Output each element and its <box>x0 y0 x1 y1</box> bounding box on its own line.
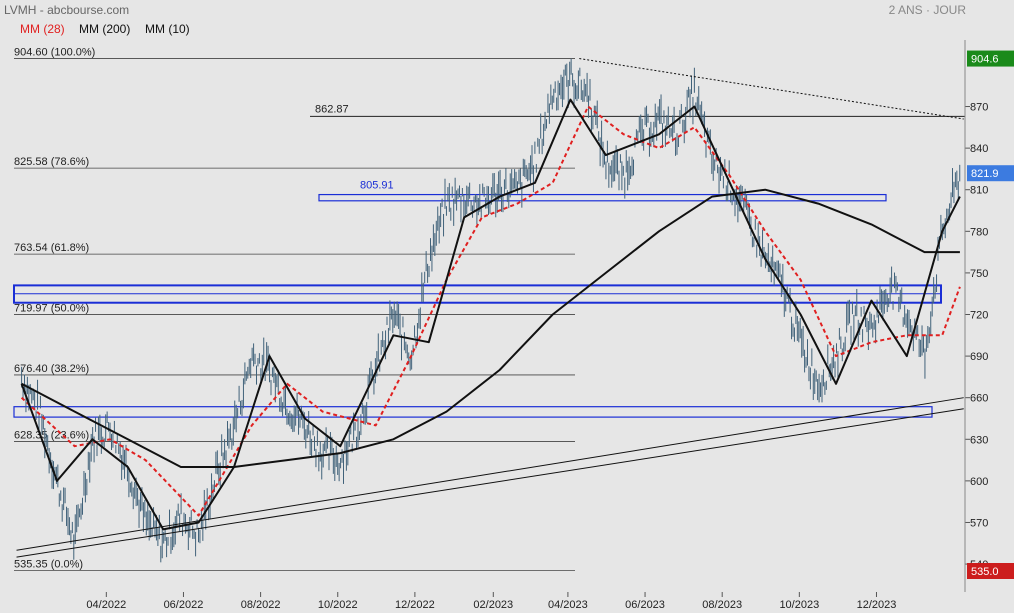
legend-mm28[interactable]: MM (28) <box>20 22 65 36</box>
period-label: 2 ANS · JOUR <box>888 3 966 17</box>
trendline <box>579 58 964 120</box>
price-badge-label: 821.9 <box>971 168 999 180</box>
x-tick-label: 12/2022 <box>395 599 435 611</box>
ma-line <box>20 98 961 531</box>
zone-rect <box>318 193 887 202</box>
x-tick-label: 10/2022 <box>318 599 358 611</box>
moving-averages <box>20 98 961 531</box>
ma-line <box>20 105 961 517</box>
chart-title: LVMH - abcbourse.com <box>4 3 130 17</box>
x-tick-label: 06/2022 <box>164 599 204 611</box>
y-tick-label: 630 <box>970 434 988 446</box>
fib-label: 535.35 (0.0%) <box>14 559 83 571</box>
ohlc-bars <box>21 58 961 563</box>
axes: 54057060063066069072075078081084087004/2… <box>86 40 1014 611</box>
fib-label: 825.58 (78.6%) <box>14 156 89 168</box>
y-tick-label: 810 <box>970 185 988 197</box>
y-tick-label: 840 <box>970 143 988 155</box>
x-tick-label: 08/2022 <box>241 599 281 611</box>
x-tick-label: 06/2023 <box>625 599 665 611</box>
y-tick-label: 870 <box>970 102 988 114</box>
support-zones <box>13 193 942 418</box>
trendlines <box>16 58 964 558</box>
level-label: 805.91 <box>360 179 394 191</box>
price-badge-label: 904.6 <box>971 54 999 66</box>
x-tick-label: 12/2023 <box>857 599 897 611</box>
y-tick-label: 570 <box>970 517 988 529</box>
level-label: 862.87 <box>315 103 349 115</box>
y-tick-label: 780 <box>970 226 988 238</box>
fib-label: 763.54 (61.8%) <box>14 242 89 254</box>
x-tick-label: 08/2023 <box>702 599 742 611</box>
price-badge <box>967 165 1014 182</box>
fib-label: 628.35 (23.6%) <box>14 430 89 442</box>
legend-mm10[interactable]: MM (10) <box>145 22 190 36</box>
trendline <box>16 408 964 558</box>
y-tick-label: 690 <box>970 351 988 363</box>
x-tick-label: 04/2023 <box>548 599 588 611</box>
fib-label: 904.60 (100.0%) <box>14 47 95 59</box>
y-tick-label: 720 <box>970 310 988 322</box>
y-tick-label: 660 <box>970 393 988 405</box>
y-tick-label: 600 <box>970 476 988 488</box>
x-tick-label: 10/2023 <box>779 599 819 611</box>
price-badge <box>967 50 1014 67</box>
fibonacci-levels: 904.60 (100.0%) 825.58 (78.6%) 763.54 (61.… <box>14 47 965 571</box>
x-tick-label: 04/2022 <box>86 599 126 611</box>
zone-rect <box>13 406 933 418</box>
price-badge-label: 535.0 <box>971 566 999 578</box>
legend-mm200[interactable]: MM (200) <box>79 22 131 36</box>
fib-label: 719.97 (50.0%) <box>14 303 89 315</box>
price-badge <box>967 563 1014 579</box>
trendline <box>16 397 964 551</box>
ma-line <box>21 188 960 468</box>
x-tick-label: 02/2023 <box>473 599 513 611</box>
y-tick-label: 750 <box>970 268 988 280</box>
fib-label: 676.40 (38.2%) <box>14 363 89 375</box>
